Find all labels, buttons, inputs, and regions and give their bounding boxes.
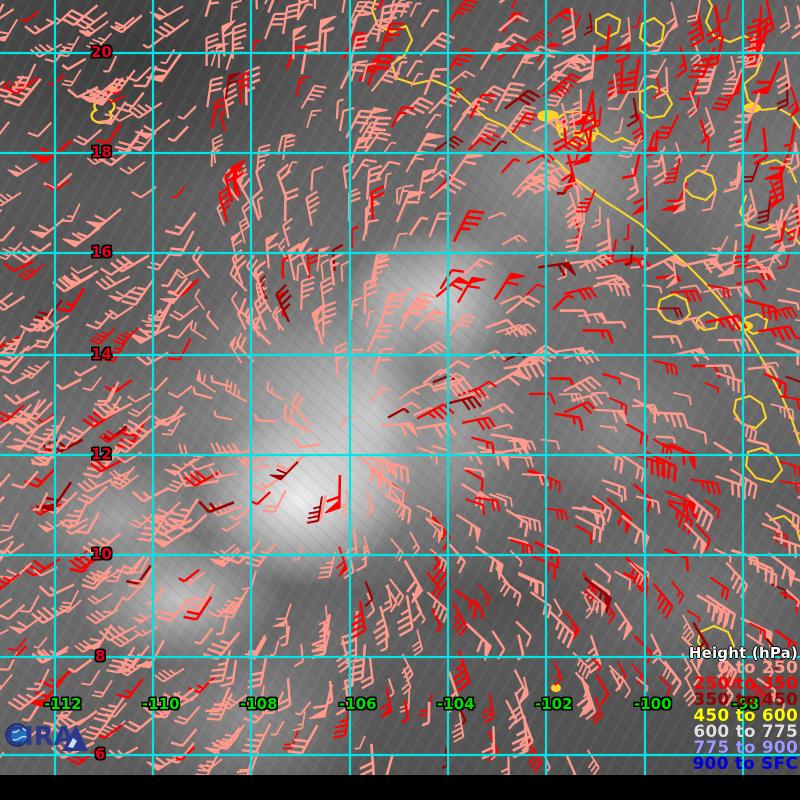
- latitude-label: 18: [91, 143, 112, 161]
- svg-text:CIRA: CIRA: [5, 722, 74, 752]
- longitude-label: -102: [535, 695, 573, 713]
- latlon-grid: [0, 0, 800, 775]
- height-legend: Height (hPa) 0 to 250 250 to 350 350 to 45…: [689, 646, 798, 773]
- latitude-label: 20: [91, 43, 112, 61]
- longitude-label: -98: [732, 695, 760, 713]
- latitude-label: 12: [91, 445, 112, 463]
- longitude-label: -106: [339, 695, 377, 713]
- legend-row: 775 to 900: [693, 738, 798, 758]
- longitude-label: -108: [240, 695, 278, 713]
- longitude-label: -100: [634, 695, 672, 713]
- legend-title: Height (hPa): [688, 644, 798, 662]
- cira-logo: CIRA: [5, 722, 88, 752]
- longitude-label: -112: [44, 695, 82, 713]
- legend-row: 600 to 775: [693, 722, 798, 742]
- ir-cloud-texture: [0, 0, 800, 775]
- latitude-label: 14: [91, 345, 112, 363]
- longitude-label: -104: [437, 695, 475, 713]
- latitude-label: 16: [91, 243, 112, 261]
- satellite-ir-imagery: 20 18 16 14 12 10 8 6 -112 -110 -108 -106 -104 -102 -1…: [0, 0, 800, 775]
- coastline-overlay: [90, 0, 800, 692]
- legend-row: 350 to 450: [693, 690, 798, 710]
- latitude-label: 6: [95, 745, 106, 763]
- latitude-label: 10: [91, 545, 112, 563]
- ir-cloud-field: [0, 0, 800, 775]
- ir-dark-band: [0, 0, 800, 775]
- legend-row: 900 to SFC: [692, 754, 798, 774]
- legend-row: 0 to 250: [717, 658, 798, 678]
- legend-rows: 0 to 250 250 to 350 350 to 450 450 to 600 60…: [689, 660, 798, 773]
- legend-row: 450 to 600: [693, 706, 798, 726]
- legend-row: 250 to 350: [693, 674, 798, 694]
- latitude-label: 8: [95, 647, 106, 665]
- longitude-label: -110: [142, 695, 180, 713]
